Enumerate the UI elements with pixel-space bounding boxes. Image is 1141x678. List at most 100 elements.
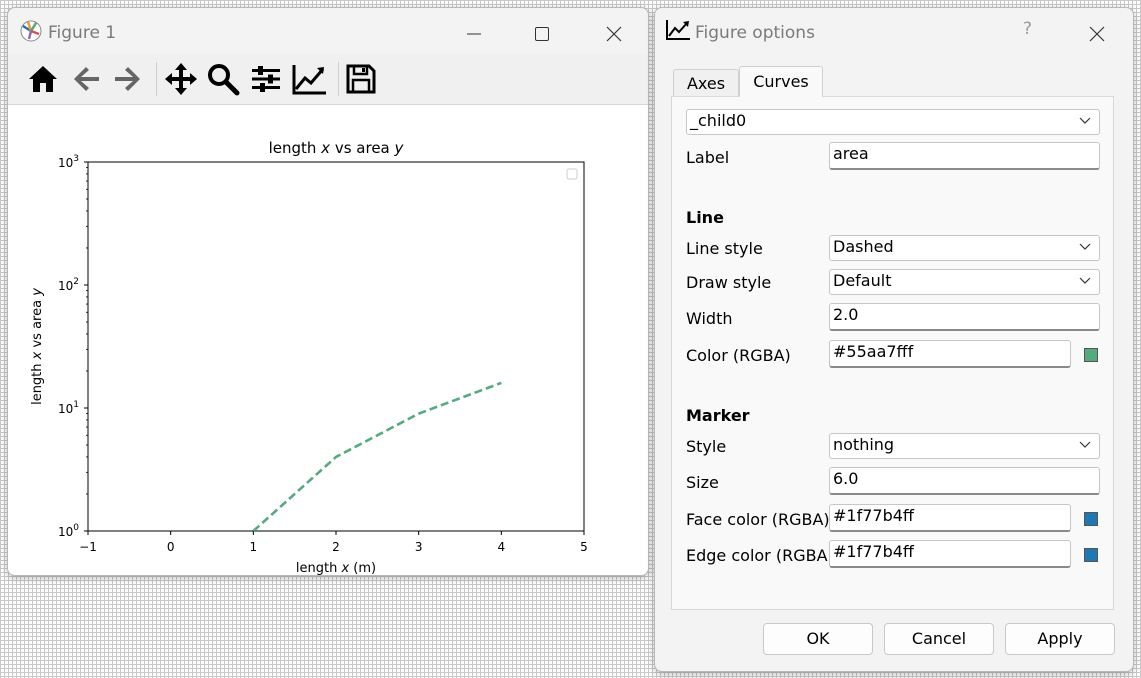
series-line <box>252 381 502 531</box>
tab-curves-label: Curves <box>753 72 809 91</box>
chart-title: length x vs area y <box>269 139 405 157</box>
configure-subplots-icon <box>252 66 280 92</box>
marker-section-heading: Marker <box>686 406 750 425</box>
edge-color-label: Edge color (RGBA) <box>686 546 834 565</box>
y-tick-label: 103 <box>58 154 79 170</box>
marker-style-label: Style <box>686 437 727 456</box>
line-style-value: Dashed <box>833 237 894 256</box>
pan-icon <box>165 63 197 95</box>
marker-style-value: nothing <box>833 435 895 454</box>
maximize-button[interactable] <box>522 16 562 52</box>
marker-size-field[interactable]: 6.0 <box>829 467 1100 495</box>
figure-toolbar <box>8 54 648 105</box>
face-color-label: Face color (RGBA) <box>686 510 830 529</box>
curve-select[interactable]: _child0 <box>686 109 1100 135</box>
dialog-title: Figure options <box>695 23 815 43</box>
draw-style-value: Default <box>833 271 892 290</box>
save-icon <box>346 64 376 94</box>
chevron-down-icon <box>1079 243 1091 250</box>
width-field-value: 2.0 <box>833 305 859 324</box>
maximize-icon <box>535 27 549 41</box>
x-tick-label: 1 <box>250 540 258 554</box>
edge-color-swatch-button[interactable] <box>1084 548 1098 562</box>
zoom-icon <box>208 64 240 96</box>
color-label: Color (RGBA) <box>686 346 791 365</box>
x-axis-label: length x (m) <box>296 561 376 575</box>
figure-window: Figure 1 <box>7 7 649 576</box>
edit-curves-button[interactable] <box>291 60 329 98</box>
close-icon <box>606 26 622 42</box>
draw-style-select[interactable]: Default <box>829 269 1100 295</box>
y-tick-label: 100 <box>58 523 79 539</box>
toolbar-separator <box>156 62 157 96</box>
chevron-down-icon <box>1079 277 1091 284</box>
help-button[interactable]: ? <box>1023 19 1033 39</box>
close-button[interactable] <box>594 16 634 52</box>
ok-button[interactable]: OK <box>763 623 873 655</box>
forward-button[interactable] <box>109 60 147 98</box>
color-field-value: #55aa7fff <box>833 342 914 361</box>
width-field[interactable]: 2.0 <box>829 303 1100 331</box>
line-section-heading: Line <box>686 208 724 227</box>
color-field[interactable]: #55aa7fff <box>829 340 1071 368</box>
home-button[interactable] <box>24 60 62 98</box>
home-icon <box>29 66 57 92</box>
color-swatch-button[interactable] <box>1084 348 1098 362</box>
line-style-select[interactable]: Dashed <box>829 235 1100 261</box>
chevron-down-icon <box>1079 117 1091 124</box>
plot-area <box>87 161 585 532</box>
face-color-swatch-button[interactable] <box>1084 512 1098 526</box>
dialog-chart-icon <box>665 19 691 45</box>
chart: −1 0 1 2 3 4 5 100 101 102 103 length x vs area y le… <box>30 139 588 575</box>
edit-curves-icon <box>292 65 326 95</box>
back-icon <box>74 67 99 91</box>
label-label: Label <box>686 148 730 167</box>
y-tick-label: 101 <box>58 400 79 416</box>
y-tick-label: 102 <box>58 277 79 293</box>
edge-color-value: #1f77b4ff <box>833 542 914 561</box>
pan-button[interactable] <box>162 60 200 98</box>
label-field-value: area <box>833 144 869 163</box>
line-style-label: Line style <box>686 239 763 258</box>
minimize-button[interactable] <box>454 16 494 52</box>
tab-axes-label: Axes <box>686 74 726 93</box>
apply-button[interactable]: Apply <box>1005 623 1115 655</box>
x-tick-label: 3 <box>415 540 423 554</box>
marker-size-value: 6.0 <box>833 469 859 488</box>
chevron-down-icon <box>1079 441 1091 448</box>
curves-panel: _child0 Label area Line Line style Dashe… <box>671 96 1114 610</box>
tab-curves[interactable]: Curves <box>739 66 823 97</box>
toolbar-separator <box>338 62 339 96</box>
face-color-value: #1f77b4ff <box>833 506 914 525</box>
zoom-button[interactable] <box>204 60 242 98</box>
edge-color-field[interactable]: #1f77b4ff <box>829 540 1071 568</box>
figure-titlebar: Figure 1 <box>8 8 648 54</box>
y-axis-label: length x vs area y <box>30 288 45 405</box>
configure-subplots-button[interactable] <box>247 60 285 98</box>
face-color-field[interactable]: #1f77b4ff <box>829 504 1071 532</box>
x-tick-label: −1 <box>79 540 97 554</box>
tab-axes[interactable]: Axes <box>673 69 739 97</box>
x-tick-label: 5 <box>580 540 588 554</box>
marker-style-select[interactable]: nothing <box>829 433 1100 459</box>
figure-canvas[interactable]: −1 0 1 2 3 4 5 100 101 102 103 length x vs area y le… <box>8 105 648 575</box>
matplotlib-logo-icon <box>20 20 42 42</box>
dialog-titlebar: Figure options ? <box>655 8 1133 54</box>
forward-icon <box>115 67 140 91</box>
minimize-icon <box>467 33 481 35</box>
x-tick-label: 2 <box>332 540 340 554</box>
curve-select-value: _child0 <box>690 111 747 130</box>
legend-box <box>566 168 578 180</box>
figure-options-dialog: Figure options ? Axes Curves _child0 Lab… <box>654 7 1134 672</box>
save-button[interactable] <box>342 60 380 98</box>
cancel-button[interactable]: Cancel <box>884 623 994 655</box>
label-field[interactable]: area <box>829 142 1100 170</box>
x-tick-label: 4 <box>498 540 506 554</box>
dialog-close-button[interactable] <box>1077 16 1117 52</box>
close-icon <box>1089 26 1105 42</box>
width-label: Width <box>686 309 733 328</box>
back-button[interactable] <box>67 60 105 98</box>
marker-size-label: Size <box>686 473 719 492</box>
draw-style-label: Draw style <box>686 273 772 292</box>
figure-window-title: Figure 1 <box>48 23 117 43</box>
